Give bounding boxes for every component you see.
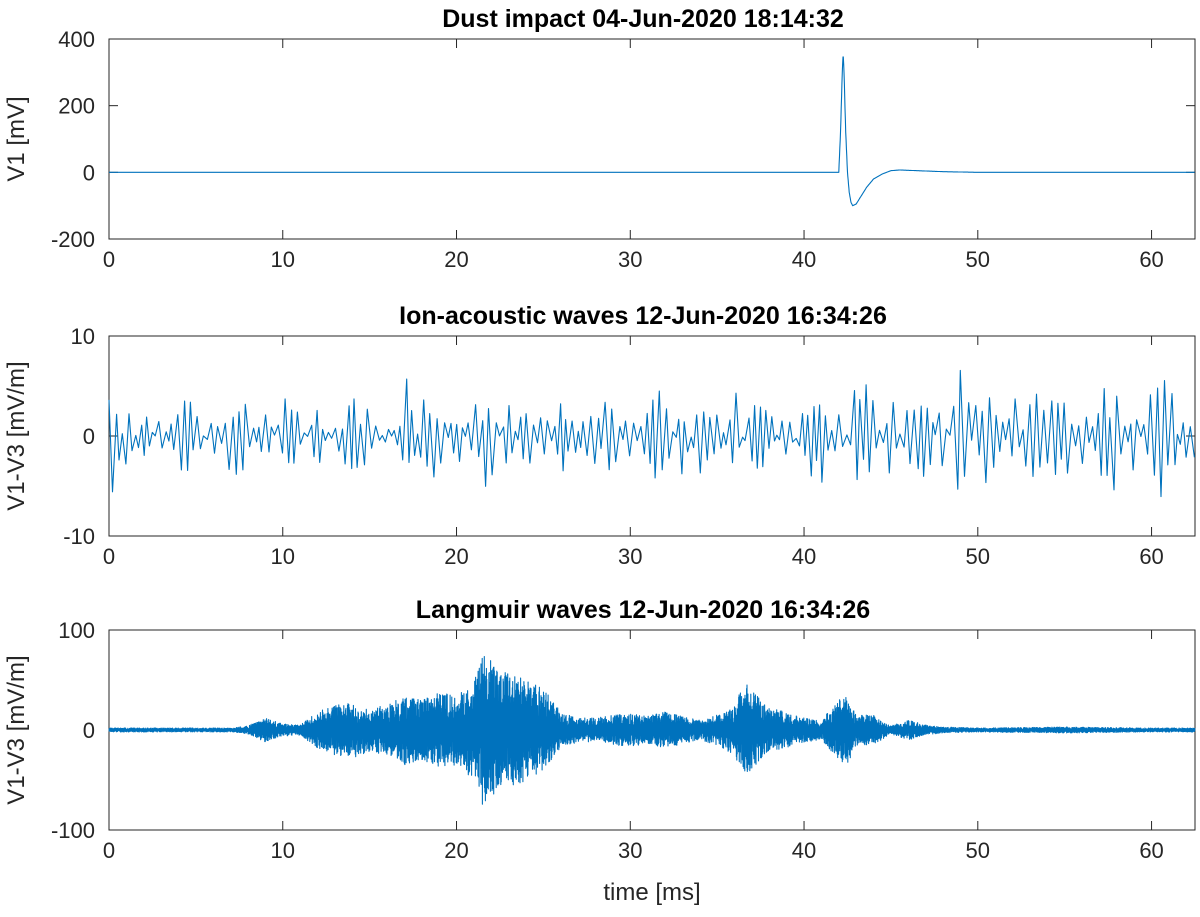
x-tick-label: 10: [271, 247, 295, 272]
x-tick-label: 10: [271, 838, 295, 863]
x-tick-label: 30: [618, 838, 642, 863]
x-tick-label: 20: [444, 247, 468, 272]
y-tick-label: 200: [58, 94, 95, 119]
chart-title: Dust impact 04-Jun-2020 18:14:32: [442, 5, 844, 33]
x-tick-label: 40: [792, 544, 816, 569]
x-tick-label: 10: [271, 544, 295, 569]
y-tick-label: 0: [83, 424, 95, 449]
y-tick-label: 400: [58, 27, 95, 52]
axes-frame: [108, 38, 1196, 240]
x-axis-label: time [ms]: [603, 879, 700, 906]
x-tick-label: 50: [966, 838, 990, 863]
x-tick-label: 60: [1139, 247, 1163, 272]
y-axis-label: V1 [mV]: [3, 96, 30, 181]
x-tick-label: 60: [1139, 544, 1163, 569]
x-tick-label: 30: [618, 544, 642, 569]
x-tick-label: 20: [444, 544, 468, 569]
x-tick-label: 40: [792, 247, 816, 272]
series-line: [108, 369, 1195, 498]
x-tick-label: 0: [103, 838, 115, 863]
x-tick-label: 60: [1139, 838, 1163, 863]
x-tick-label: 20: [444, 838, 468, 863]
chart-title: Langmuir waves 12-Jun-2020 16:34:26: [416, 596, 870, 624]
x-tick-label: 30: [618, 247, 642, 272]
x-tick-label: 50: [966, 544, 990, 569]
axes-frame: [108, 335, 1196, 537]
y-tick-label: -200: [51, 227, 95, 252]
panel-ion-acoustic-waves: 0 10 20 30 40 50 60 -10 0 10 Ion-acoustic waves 12…: [3, 302, 1196, 569]
x-tick-label: 40: [792, 838, 816, 863]
y-tick-label: 0: [83, 718, 95, 743]
y-tick-label: 10: [71, 324, 95, 349]
x-tick-label: 0: [103, 247, 115, 272]
chart-title: Ion-acoustic waves 12-Jun-2020 16:34:26: [399, 302, 887, 330]
series-line: [108, 655, 1196, 805]
y-tick-label: -10: [63, 524, 95, 549]
y-tick-label: 100: [58, 618, 95, 643]
x-tick-label: 0: [103, 544, 115, 569]
y-tick-label: -100: [51, 818, 95, 843]
series-line: [108, 56, 1195, 207]
y-axis-label: V1-V3 [mV/m]: [3, 361, 30, 510]
y-tick-label: 0: [83, 160, 95, 185]
panel-dust-impact: 0 10 20 30 40 50 60 -200 0 200 400 Dust impact 04-J…: [3, 5, 1196, 272]
panel-langmuir-waves: 0 10 20 30 40 50 60 -100 0 100 Langmuir waves 12-J…: [3, 596, 1196, 906]
y-axis-label: V1-V3 [mV/m]: [3, 655, 30, 804]
x-tick-label: 50: [966, 247, 990, 272]
